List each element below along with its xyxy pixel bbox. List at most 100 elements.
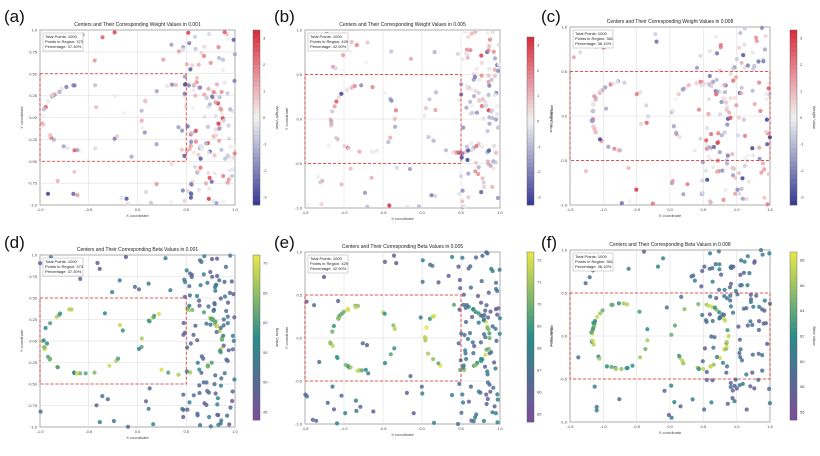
data-point (645, 338, 650, 343)
y-tick-label: 1.0 (561, 25, 567, 30)
colorbar-label: Weight Value (275, 106, 280, 130)
data-point (328, 340, 333, 345)
data-point (487, 336, 492, 341)
colorbar-tick-label: 68 (800, 258, 805, 263)
data-point (201, 310, 207, 315)
data-point (169, 82, 175, 87)
data-point (215, 402, 220, 407)
data-point (478, 340, 483, 345)
data-point (728, 298, 733, 303)
data-point (225, 300, 231, 305)
data-point (739, 186, 744, 191)
data-point (722, 130, 727, 135)
data-point (45, 191, 51, 196)
colorbar-segment (790, 178, 797, 184)
data-point (117, 323, 122, 328)
data-point (736, 324, 741, 329)
data-point (57, 89, 62, 94)
colorbar-tick-label: 58 (800, 384, 805, 389)
y-axis-label: Y coordinate (549, 104, 554, 127)
data-point (466, 399, 471, 404)
data-point (764, 91, 769, 97)
data-point (460, 392, 465, 397)
data-point (673, 97, 678, 102)
colorbar: 72 71 70 69 68 67 66 65 Beta Value (526, 251, 554, 423)
data-point (481, 116, 486, 121)
data-point (487, 37, 493, 42)
data-point (748, 319, 753, 324)
stats-line: Points in Region: 361 (575, 259, 614, 264)
chart-title: Centers and Their Corresponding Beta Val… (342, 244, 463, 250)
data-point (460, 255, 465, 260)
data-point (211, 307, 217, 312)
data-point (751, 304, 756, 309)
data-point (733, 175, 738, 180)
data-point (492, 360, 497, 365)
colorbar-segment (790, 121, 797, 127)
data-point (730, 152, 735, 157)
colorbar-segment (253, 161, 260, 166)
colorbar-segment (527, 273, 534, 278)
data-point (163, 256, 168, 261)
data-point (738, 347, 743, 352)
data-point (725, 153, 730, 158)
data-point (592, 127, 597, 132)
data-point (184, 369, 189, 374)
colorbar-segment (790, 143, 797, 149)
colorbar-segment (527, 290, 534, 295)
data-point (180, 188, 185, 193)
data-point (196, 62, 201, 67)
data-point (696, 366, 701, 372)
colorbar-segment (790, 327, 797, 333)
data-point (592, 384, 597, 389)
data-point (463, 305, 468, 310)
data-point (354, 408, 359, 414)
data-point (650, 201, 655, 206)
data-point (718, 90, 724, 95)
colorbar-segment (253, 354, 260, 359)
data-point (330, 384, 335, 389)
data-point (718, 314, 723, 319)
data-point (213, 373, 218, 378)
data-point (604, 106, 609, 111)
colorbar: 3 2 1 0 -1 -2 -3 Weight Value (789, 29, 817, 206)
data-point (461, 363, 466, 368)
data-point (480, 176, 485, 181)
colorbar-segment (790, 86, 797, 92)
data-point (709, 132, 714, 137)
data-point (495, 125, 501, 130)
data-point (205, 124, 210, 129)
x-tick-label: 0.5 (458, 210, 464, 215)
data-point (680, 358, 685, 363)
colorbar-segment (527, 345, 534, 351)
colorbar-segment (790, 51, 797, 57)
data-point (745, 254, 750, 259)
data-point (700, 312, 705, 318)
colorbar-segment (790, 348, 797, 354)
data-point (733, 75, 739, 80)
data-point (78, 371, 83, 376)
colorbar-segment (527, 62, 534, 67)
colorbar-tick-label: 45 (263, 410, 268, 415)
data-point (187, 303, 192, 308)
data-point (189, 131, 194, 136)
data-point (196, 187, 201, 192)
colorbar-segment (527, 366, 534, 372)
data-point (213, 127, 218, 132)
data-point (61, 144, 66, 149)
data-point (619, 201, 624, 206)
data-point (757, 319, 762, 324)
data-point (700, 268, 705, 274)
data-point (462, 332, 467, 338)
data-point (754, 293, 759, 298)
colorbar-label: Beta Value (812, 326, 817, 346)
data-point (183, 280, 188, 285)
data-point (724, 370, 729, 375)
colorbar-segment (253, 152, 260, 158)
data-point (612, 146, 617, 151)
data-point (469, 141, 474, 146)
colorbar-label: Beta Value (549, 327, 554, 347)
data-point (720, 360, 726, 365)
stats-box-frame (572, 252, 614, 272)
data-point (463, 351, 468, 356)
